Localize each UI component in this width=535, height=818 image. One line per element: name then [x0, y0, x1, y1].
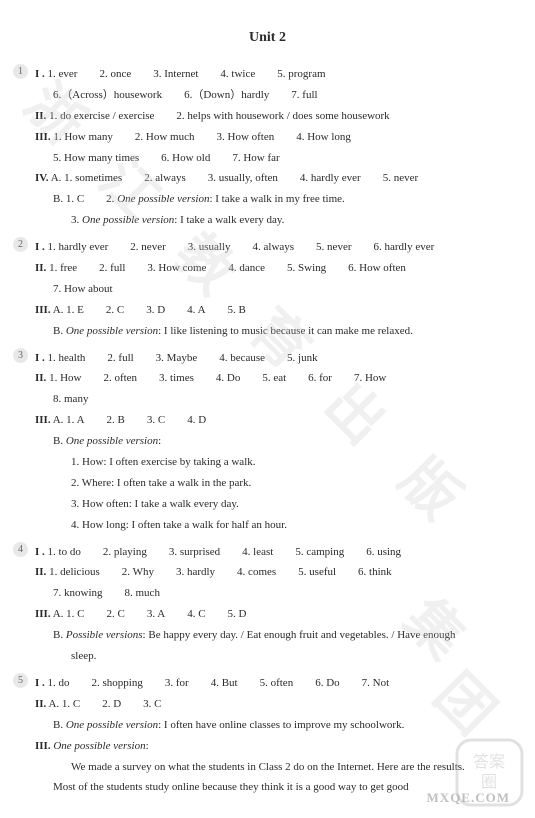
section-bullet: 5: [13, 673, 28, 688]
answer-line: 4. How long: I often take a walk for hal…: [35, 515, 500, 536]
answer-line: I . 1. health 2. full 3. Maybe 4. becaus…: [35, 348, 500, 369]
answer-line: II. 1. delicious 2. Why 3. hardly 4. com…: [35, 562, 500, 583]
answer-line: I . 1. hardly ever 2. never 3. usually 4…: [35, 237, 500, 258]
section-4: 4I . 1. to do 2. playing 3. surprised 4.…: [35, 542, 500, 667]
answer-line: 3. How often: I take a walk every day.: [35, 494, 500, 515]
answer-line: I . 1. to do 2. playing 3. surprised 4. …: [35, 542, 500, 563]
badge-icon: 答案 圈: [452, 735, 527, 810]
section-3: 3I . 1. health 2. full 3. Maybe 4. becau…: [35, 348, 500, 536]
answer-line: B. Possible versions: Be happy every day…: [35, 625, 500, 646]
answer-line: B. One possible version:: [35, 431, 500, 452]
answer-line: II. A. 1. C 2. D 3. C: [35, 694, 500, 715]
answer-line: B. One possible version: I like listenin…: [35, 321, 500, 342]
answer-line: IV. A. 1. sometimes 2. always 3. usually…: [35, 168, 500, 189]
answer-line: B. 1. C 2. One possible version: I take …: [35, 189, 500, 210]
section-2: 2I . 1. hardly ever 2. never 3. usually …: [35, 237, 500, 341]
answer-line: I . 1. ever 2. once 3. Internet 4. twice…: [35, 64, 500, 85]
answer-line: II. 1. do exercise / exercise 2. helps w…: [35, 106, 500, 127]
svg-text:答案: 答案: [473, 753, 505, 771]
section-bullet: 1: [13, 64, 28, 79]
answer-line: We made a survey on what the students in…: [35, 757, 500, 778]
answer-line: 6.（Across）housework 6.（Down）hardly 7. fu…: [35, 85, 500, 106]
unit-title: Unit 2: [35, 30, 500, 46]
answer-line: 3. One possible version: I take a walk e…: [35, 210, 500, 231]
answer-line: 1. How: I often exercise by taking a wal…: [35, 452, 500, 473]
answer-line: I . 1. do 2. shopping 3. for 4. But 5. o…: [35, 673, 500, 694]
section-bullet: 3: [13, 348, 28, 363]
answer-line: 7. knowing 8. much: [35, 583, 500, 604]
answer-line: III. A. 1. E 2. C 3. D 4. A 5. B: [35, 300, 500, 321]
section-5: 5I . 1. do 2. shopping 3. for 4. But 5. …: [35, 673, 500, 798]
answer-line: III. A. 1. C 2. C 3. A 4. C 5. D: [35, 604, 500, 625]
answer-line: II. 1. How 2. often 3. times 4. Do 5. ea…: [35, 368, 500, 389]
answer-line: B. One possible version: I often have on…: [35, 715, 500, 736]
answer-line: 5. How many times 6. How old 7. How far: [35, 148, 500, 169]
section-1: 1I . 1. ever 2. once 3. Internet 4. twic…: [35, 64, 500, 231]
answer-line: II. 1. free 2. full 3. How come 4. dance…: [35, 258, 500, 279]
answer-line: III. A. 1. A 2. B 3. C 4. D: [35, 410, 500, 431]
section-bullet: 4: [13, 542, 28, 557]
svg-text:圈: 圈: [481, 773, 497, 791]
answer-line: III. One possible version:: [35, 736, 500, 757]
answer-line: 7. How about: [35, 279, 500, 300]
answer-line: 8. many: [35, 389, 500, 410]
answer-line: 2. Where: I often take a walk in the par…: [35, 473, 500, 494]
section-bullet: 2: [13, 237, 28, 252]
answer-line: sleep.: [35, 646, 500, 667]
answer-content: 1I . 1. ever 2. once 3. Internet 4. twic…: [35, 64, 500, 798]
answer-line: III. 1. How many 2. How much 3. How ofte…: [35, 127, 500, 148]
